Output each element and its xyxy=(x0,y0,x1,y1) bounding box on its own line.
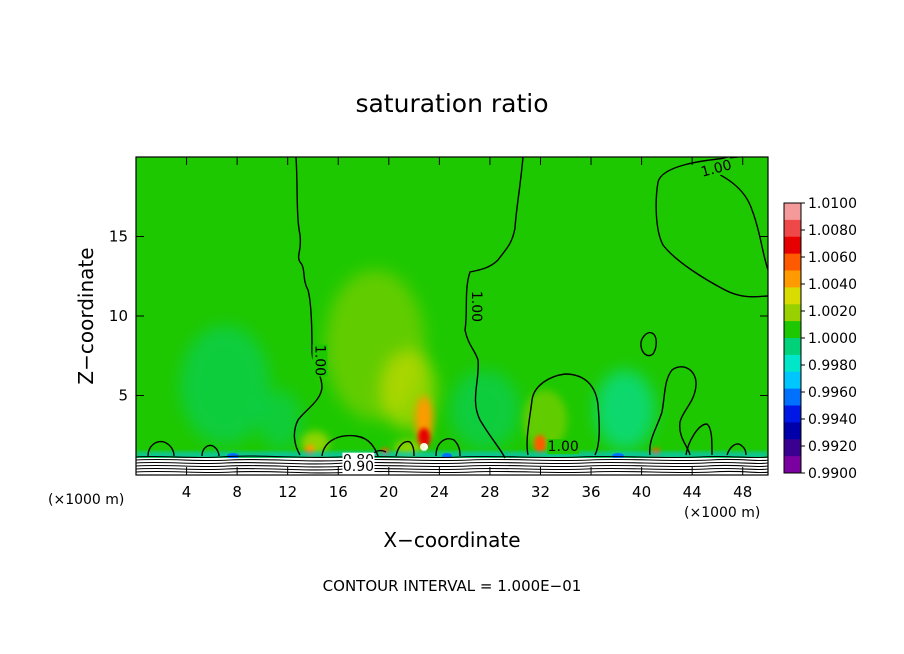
surface-contour-2 xyxy=(136,458,768,462)
colorbar-label: 0.9920 xyxy=(808,439,857,455)
colorbar-label: 0.9900 xyxy=(808,466,857,482)
cell-32-yellow xyxy=(523,390,567,450)
plot-area: 1.001.001.001.000.800.90 xyxy=(136,157,768,475)
contour-label: 1.00 xyxy=(311,345,327,376)
dry-spot-3 xyxy=(612,453,624,459)
colorbar-swatch xyxy=(784,270,801,288)
colorbar-label: 0.9980 xyxy=(808,358,857,374)
colorbar-swatch xyxy=(784,287,801,305)
contour-1.00-bump-1 xyxy=(147,440,175,457)
contour-1.00-bump-3 xyxy=(321,434,379,457)
colorbar-swatch xyxy=(784,219,801,238)
colorbar-swatch xyxy=(784,371,801,390)
contour-1.00-right-cell xyxy=(649,366,697,456)
colorbar-swatch xyxy=(784,422,801,440)
contour-label: 0.90 xyxy=(343,459,374,475)
colorbar-label: 0.9960 xyxy=(808,385,857,401)
x-tick-label: 20 xyxy=(379,483,398,501)
contour-label: 1.00 xyxy=(699,157,733,181)
x-tick-label: 28 xyxy=(480,483,499,501)
y-tick-label: 5 xyxy=(118,387,128,405)
colorbar-label: 1.0060 xyxy=(808,250,857,266)
contour-1.00-cell-32 xyxy=(526,373,600,456)
contour-1.00-bump-4 xyxy=(395,440,415,457)
colorbar-swatch xyxy=(784,456,801,474)
contour-1.00-tiny-right xyxy=(726,443,747,456)
core-red xyxy=(418,428,430,448)
contour-1.00-center xyxy=(464,157,524,459)
x-tick-label: 8 xyxy=(232,483,242,501)
contour-lines xyxy=(147,157,768,459)
colorbar-label: 1.0020 xyxy=(808,304,857,320)
x-unit-left: (×1000 m) xyxy=(48,492,124,508)
colorbar-swatch xyxy=(784,253,801,271)
x-tick-label: 44 xyxy=(683,483,702,501)
colorbar-label: 1.0000 xyxy=(808,331,857,347)
colorbar-label: 0.9940 xyxy=(808,412,857,428)
colorbar-swatch xyxy=(784,439,801,457)
y-tick-label: 10 xyxy=(109,307,128,325)
contour-interval-note: CONTOUR INTERVAL = 1.000E−01 xyxy=(323,577,582,595)
colorbar-label: 1.0040 xyxy=(808,277,857,293)
contour-label-bg xyxy=(547,439,580,455)
colorbar-swatch xyxy=(784,203,801,221)
colorbar-swatch xyxy=(784,388,801,406)
colorbar-swatch xyxy=(784,236,801,255)
x-tick-label: 24 xyxy=(430,483,449,501)
y-axis-ticks: 5 10 15 xyxy=(109,228,768,405)
x-tick-label: 32 xyxy=(531,483,550,501)
colorbar-swatch xyxy=(784,338,801,356)
moist-patch-mid xyxy=(450,370,520,450)
colorbar: 1.0100 1.0080 1.0060 1.0040 1.0020 1.0000 0.99… xyxy=(783,196,857,482)
x-tick-label: 36 xyxy=(581,483,600,501)
surface-contour-5 xyxy=(136,467,768,471)
contour-label-bg xyxy=(342,459,375,475)
surface-contour-stack xyxy=(136,455,768,474)
contour-1.00-small-right xyxy=(685,423,713,456)
moist-patch-left xyxy=(180,325,270,445)
surface-contour-3 xyxy=(136,461,768,465)
colorbar-label: 1.0100 xyxy=(808,196,857,212)
x-tick-label: 16 xyxy=(329,483,348,501)
contour-labels: 1.001.001.001.000.800.90 xyxy=(311,157,734,475)
contour-label: 1.00 xyxy=(548,439,579,455)
cell-32-red xyxy=(534,435,546,453)
field-shading xyxy=(136,270,768,475)
moist-patch-mid-left xyxy=(258,390,302,450)
colorbar-swatch xyxy=(784,304,801,322)
core-peak xyxy=(420,443,428,451)
y-tick-label: 15 xyxy=(109,228,128,246)
dry-band-cyan xyxy=(136,452,768,458)
contour-1.00-bump-5 xyxy=(435,438,461,457)
surface-contour-4 xyxy=(136,464,768,468)
x-tick-label: 48 xyxy=(733,483,752,501)
contour-label-bg xyxy=(469,290,485,323)
contour-1.00-left xyxy=(293,157,323,456)
contour-label: 1.00 xyxy=(468,291,484,322)
x-tick-label: 40 xyxy=(632,483,651,501)
colorbar-label: 1.0080 xyxy=(808,223,857,239)
surface-contour-6 xyxy=(136,470,768,474)
colorbar-swatch xyxy=(784,405,801,423)
y-axis-title: Z−coordinate xyxy=(74,247,98,384)
cell-13-yellow xyxy=(301,431,329,455)
x-axis-ticks: 4 8 12 16 20 24 28 32 36 40 44 48 xyxy=(182,157,752,501)
moist-patch-right xyxy=(595,370,655,450)
contour-1.00-small-oval xyxy=(640,331,657,357)
x-unit-right: (×1000 m) xyxy=(684,505,760,521)
colorbar-swatch xyxy=(784,354,801,373)
contour-label-bg xyxy=(312,344,328,377)
x-tick-label: 4 xyxy=(182,483,192,501)
x-axis-title: X−coordinate xyxy=(383,528,520,552)
contour-label-bg xyxy=(698,157,734,180)
surface-contour-1 xyxy=(136,455,768,459)
x-tick-label: 12 xyxy=(278,483,297,501)
contour-1.00-bump-2 xyxy=(201,444,220,457)
colorbar-swatch xyxy=(784,321,801,339)
chart-title: saturation ratio xyxy=(355,89,548,118)
